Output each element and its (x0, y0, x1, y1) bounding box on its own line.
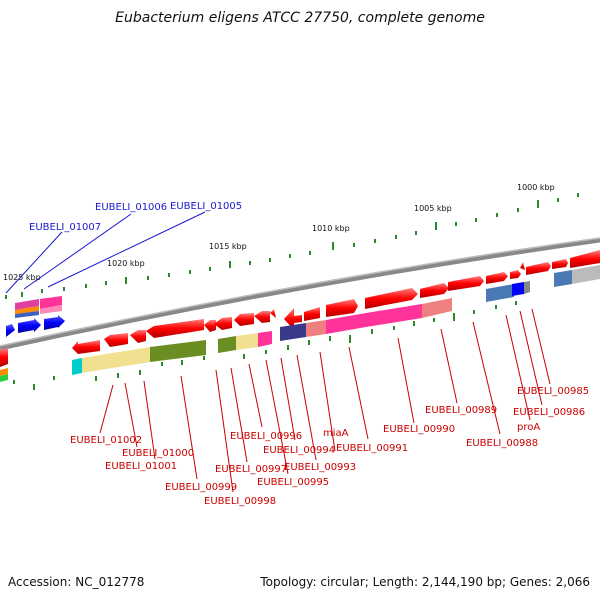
red-leader-lines (99, 308, 551, 493)
gene-label-eubeli-01006: EUBELI_01006 (95, 202, 167, 213)
gene-label-eubeli-00990: EUBELI_00990 (383, 424, 455, 435)
genome-backbone-highlight (0, 237, 600, 347)
scale-label-1015: 1015 kbp (209, 242, 247, 251)
gene-label-eubeli-00996: EUBELI_00996 (230, 431, 302, 442)
scale-label-1020: 1020 kbp (107, 259, 145, 268)
gene-label-eubeli-00988: EUBELI_00988 (466, 438, 538, 449)
inner-ticks (13, 301, 517, 390)
gene-label-eubeli-00999: EUBELI_00999 (165, 482, 237, 493)
gene-label-eubeli-00995: EUBELI_00995 (257, 477, 329, 488)
reverse-red-genes (0, 309, 276, 367)
gene-label-eubeli-00994: EUBELI_00994 (263, 445, 335, 456)
gene-label-eubeli-00985: EUBELI_00985 (517, 386, 589, 397)
forward-red-genes (284, 250, 600, 330)
outer-cog-bars (15, 296, 62, 318)
gene-label-eubeli-01005: EUBELI_01005 (170, 201, 242, 212)
red-gene-labels: EUBELI_01002 EUBELI_01000 EUBELI_01001 E… (70, 386, 589, 507)
gene-label-eubeli-00991: EUBELI_00991 (336, 443, 408, 454)
gene-label-eubeli-01000: EUBELI_01000 (122, 448, 194, 459)
genome-summary-text: Topology: circular; Length: 2,144,190 bp… (260, 575, 590, 589)
scale-label-1010: 1010 kbp (312, 224, 350, 233)
gene-label-eubeli-00998: EUBELI_00998 (204, 496, 276, 507)
gene-label-proa: proA (517, 422, 540, 433)
gene-label-eubeli-00989: EUBELI_00989 (425, 405, 497, 416)
genome-backbone (0, 237, 600, 351)
gene-label-eubeli-00993: EUBELI_00993 (284, 462, 356, 473)
scale-label-1000: 1000 kbp (517, 183, 555, 192)
scale-label-1005: 1005 kbp (414, 204, 452, 213)
blue-leader-lines (5, 211, 206, 294)
gene-label-eubeli-01007: EUBELI_01007 (29, 222, 101, 233)
gene-label-miaa: miaA (323, 428, 349, 439)
scale-label-1025: 1025 kbp (3, 273, 41, 282)
gene-label-eubeli-01001: EUBELI_01001 (105, 461, 177, 472)
forward-blue-genes (6, 315, 65, 337)
map-title: Eubacterium eligens ATCC 27750, complete… (115, 10, 485, 26)
inner-cog-bars (0, 265, 600, 382)
gene-label-eubeli-01002: EUBELI_01002 (70, 435, 142, 446)
gene-label-eubeli-00997: EUBELI_00997 (215, 464, 287, 475)
accession-text: Accession: NC_012778 (8, 575, 145, 589)
gene-label-eubeli-00986: EUBELI_00986 (513, 407, 585, 418)
scale-ticks (5, 193, 579, 299)
